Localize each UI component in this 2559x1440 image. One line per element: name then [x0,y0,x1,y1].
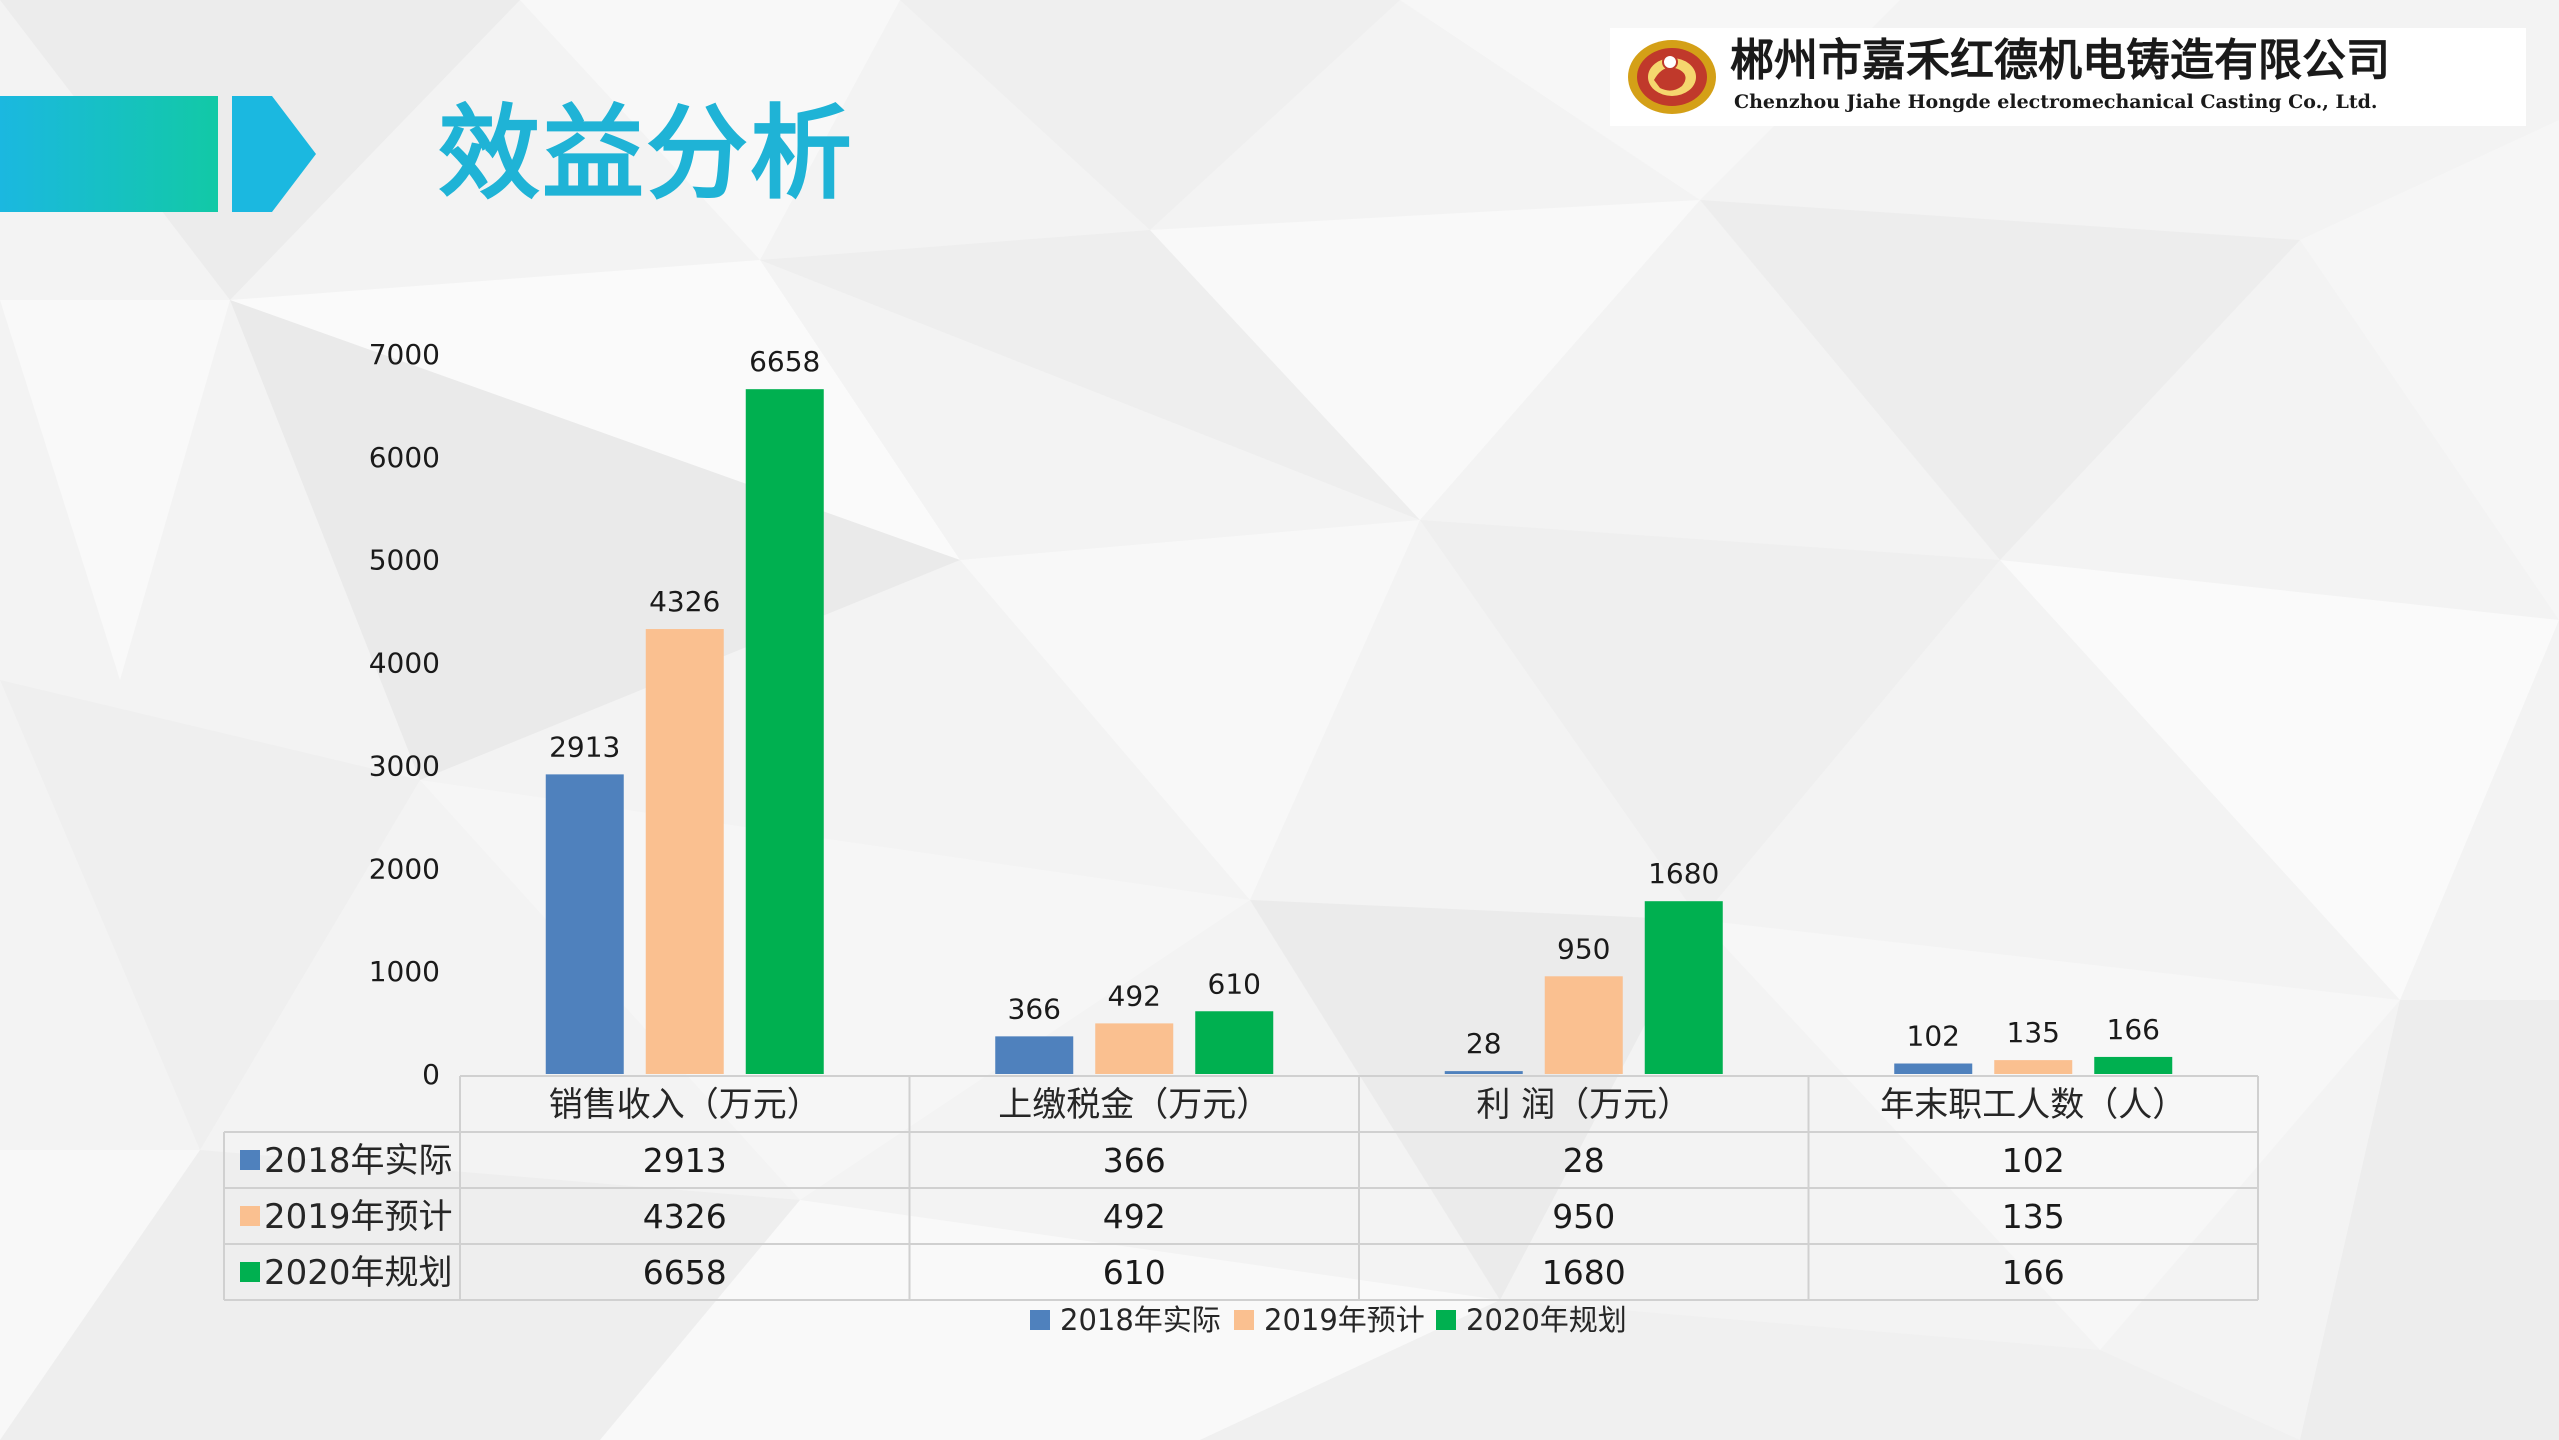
category-label: 利 润（万元） [1476,1085,1691,1125]
y-tick-label: 7000 [369,338,440,371]
table-cell-value: 6658 [643,1253,727,1292]
table-cell-value: 4326 [643,1197,727,1236]
company-name-english: Chenzhou Jiahe Hongde electromechanical … [1734,91,2378,113]
table-cell-value: 135 [2002,1197,2065,1236]
series-row-label: 2019年预计 [264,1197,453,1237]
company-name: 郴州市嘉禾红德机电铸造有限公司 [1730,35,2390,86]
legend-entry: 2019年预计 [1264,1303,1425,1337]
company-logo: 郴州市嘉禾红德机电铸造有限公司 Chenzhou Jiahe Hongde el… [1610,28,2526,126]
bar-value-label: 1680 [1648,857,1719,890]
bar-value-label: 135 [2007,1016,2060,1049]
page-title: 效益分析 [438,95,854,214]
bar [745,389,824,1075]
bar [2094,1056,2173,1074]
bar [1544,976,1623,1074]
company-emblem-icon [1628,40,1716,114]
series-swatch [240,1262,260,1282]
bar [1994,1060,2073,1074]
category-label: 销售收入（万元） [549,1085,821,1125]
header-accent-band [0,96,316,212]
table-cell-value: 1680 [1542,1253,1626,1292]
bar [645,629,724,1074]
legend-swatch [1234,1310,1254,1330]
category-label: 年末职工人数（人） [1880,1085,2186,1125]
table-cell-value: 492 [1103,1197,1166,1236]
table-cell-value: 28 [1563,1141,1605,1180]
table-cell-value: 950 [1552,1197,1615,1236]
bar [1644,901,1723,1074]
bar-value-label: 166 [2107,1013,2160,1046]
bar [1195,1011,1274,1074]
bar-value-label: 366 [1008,992,1061,1025]
bar-value-label: 28 [1466,1027,1502,1060]
y-tick-label: 3000 [369,749,440,782]
y-tick-label: 5000 [369,544,440,577]
bar-value-label: 950 [1557,932,1610,965]
table-cell-value: 102 [2002,1141,2065,1180]
y-tick-label: 1000 [369,955,440,988]
legend-swatch [1030,1310,1050,1330]
bar-value-label: 6658 [749,345,820,378]
bar-value-label: 610 [1208,967,1261,1000]
bar [545,774,624,1074]
legend-entry: 2018年实际 [1060,1303,1221,1337]
table-cell-value: 366 [1103,1141,1166,1180]
y-tick-label: 2000 [369,852,440,885]
series-row-label: 2018年实际 [264,1141,453,1181]
bar [1444,1071,1523,1074]
table-cell-value: 610 [1103,1253,1166,1292]
table-cell-value: 166 [2002,1253,2065,1292]
y-tick-label: 6000 [369,441,440,474]
bar-value-label: 492 [1108,979,1161,1012]
bar [1894,1063,1973,1074]
bar [995,1036,1074,1074]
category-label: 上缴税金（万元） [998,1085,1270,1125]
y-tick-label: 4000 [369,647,440,680]
legend-swatch [1436,1310,1456,1330]
series-swatch [240,1206,260,1226]
bar [1095,1023,1174,1074]
series-row-label: 2020年规划 [264,1253,453,1293]
table-cell-value: 2913 [643,1141,727,1180]
series-swatch [240,1150,260,1170]
bar-value-label: 4326 [649,585,720,618]
bar-value-label: 102 [1907,1020,1960,1053]
bar-value-label: 2913 [549,730,620,763]
y-tick-label: 0 [422,1058,440,1091]
legend-entry: 2020年规划 [1466,1303,1627,1337]
